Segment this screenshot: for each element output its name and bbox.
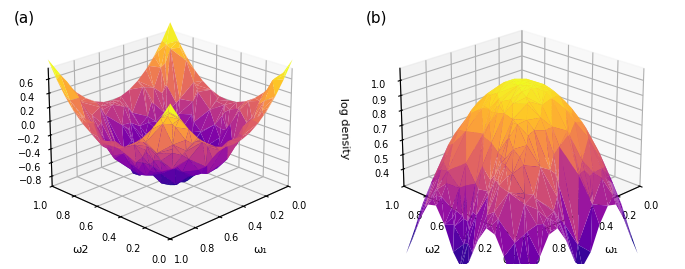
Text: (a): (a) (14, 10, 35, 26)
X-axis label: ω₁: ω₁ (253, 245, 266, 255)
Y-axis label: ω2: ω2 (424, 245, 440, 255)
Y-axis label: ω2: ω2 (73, 245, 89, 255)
X-axis label: ω₁: ω₁ (605, 245, 619, 255)
Text: (b): (b) (366, 10, 387, 26)
